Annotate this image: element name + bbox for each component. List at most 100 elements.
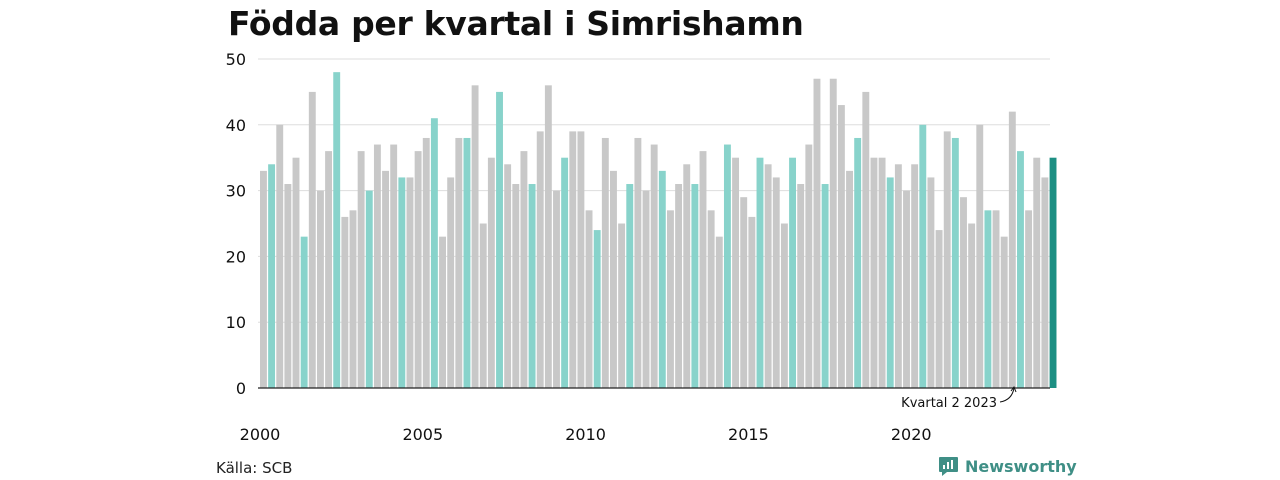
bar (601, 137, 609, 388)
y-tick-label: 0 (236, 379, 246, 398)
bar (593, 230, 601, 388)
bar (618, 223, 626, 388)
bar (789, 157, 796, 388)
bar (626, 184, 634, 388)
bar (968, 223, 976, 388)
bar (439, 236, 446, 388)
bar (951, 137, 959, 388)
bar (1025, 210, 1033, 388)
newsworthy-logo-icon (939, 457, 958, 476)
bar (316, 190, 324, 388)
bar (748, 216, 756, 388)
y-tick-label: 10 (226, 313, 246, 332)
bar (455, 137, 463, 388)
bar (911, 164, 919, 388)
bar (406, 177, 414, 388)
bar (325, 151, 333, 388)
annotation-label: Kvartal 2 2023 (901, 396, 997, 411)
bar (333, 72, 341, 388)
bar (1033, 157, 1041, 388)
annotation: Kvartal 2 2023 (901, 385, 1017, 411)
brand-logo: Newsworthy (938, 456, 1077, 477)
bar (577, 131, 585, 388)
bar (992, 210, 1000, 388)
bar (528, 184, 536, 388)
bar (284, 184, 292, 388)
bar (308, 91, 316, 389)
gridlines: 0 10 20 30 40 50 (226, 50, 1050, 398)
bar (740, 197, 748, 388)
bar (569, 131, 577, 388)
bar (390, 144, 398, 388)
bar (797, 184, 805, 388)
bar (715, 236, 723, 388)
annotation-arrow (999, 387, 1015, 403)
bar (675, 184, 683, 388)
bar (894, 164, 902, 388)
bar (984, 210, 992, 388)
y-tick-label: 50 (226, 50, 246, 69)
y-tick-label: 30 (226, 182, 246, 201)
bar (447, 177, 455, 388)
bar (976, 124, 984, 389)
bar (723, 144, 731, 388)
bar (886, 177, 894, 388)
bar (756, 157, 764, 388)
bar (341, 216, 349, 388)
bar (667, 210, 674, 388)
bar (496, 91, 503, 389)
bar (349, 210, 357, 388)
bar (1017, 151, 1024, 388)
bar (357, 151, 365, 388)
bar (1049, 157, 1057, 388)
bar (813, 78, 821, 389)
bar (780, 223, 788, 388)
bar (536, 131, 544, 388)
bar (960, 197, 967, 388)
bar (422, 137, 430, 388)
bar (732, 157, 740, 388)
bar (512, 184, 520, 388)
bar (382, 170, 389, 388)
bar (268, 164, 276, 388)
bar (300, 236, 308, 388)
bar (414, 151, 422, 388)
bars (260, 72, 1057, 389)
bar (276, 124, 284, 389)
bar (373, 144, 381, 388)
bar (772, 177, 780, 388)
bar (821, 184, 829, 388)
annotation-arrowhead (1010, 385, 1017, 393)
bar (471, 85, 479, 388)
bar (520, 151, 528, 388)
bar (846, 170, 853, 388)
bar (699, 151, 707, 388)
bar (398, 177, 406, 388)
x-tick-label: 2005 (402, 425, 443, 444)
bar (927, 177, 935, 388)
bar (691, 184, 699, 388)
bar (650, 144, 658, 388)
brand-name: Newsworthy (965, 457, 1077, 476)
bar (764, 164, 772, 388)
bar (430, 118, 438, 388)
bar (1041, 177, 1049, 388)
bar (683, 164, 691, 388)
x-tick-label: 2020 (891, 425, 932, 444)
bar (553, 190, 560, 388)
bar (935, 230, 943, 388)
bar (658, 170, 666, 388)
x-tick-label: 2010 (565, 425, 606, 444)
source-label: Källa: SCB (216, 459, 293, 477)
bar (707, 210, 715, 388)
axes: 2000 2005 2010 2015 2020 (240, 387, 1050, 444)
bar (634, 137, 642, 388)
y-tick-label: 20 (226, 247, 246, 266)
bar (463, 137, 471, 388)
x-tick-label: 2015 (728, 425, 769, 444)
bar (292, 157, 300, 388)
y-tick-label: 40 (226, 116, 246, 135)
bar (610, 170, 617, 388)
bar (561, 157, 569, 388)
